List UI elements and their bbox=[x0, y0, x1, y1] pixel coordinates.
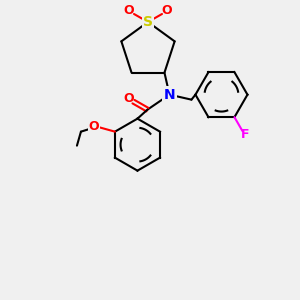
Text: O: O bbox=[124, 4, 134, 17]
Text: S: S bbox=[143, 15, 153, 29]
Text: O: O bbox=[162, 4, 172, 17]
Text: F: F bbox=[241, 128, 250, 140]
Text: N: N bbox=[164, 88, 175, 102]
Text: O: O bbox=[123, 92, 134, 105]
Text: O: O bbox=[88, 120, 99, 133]
